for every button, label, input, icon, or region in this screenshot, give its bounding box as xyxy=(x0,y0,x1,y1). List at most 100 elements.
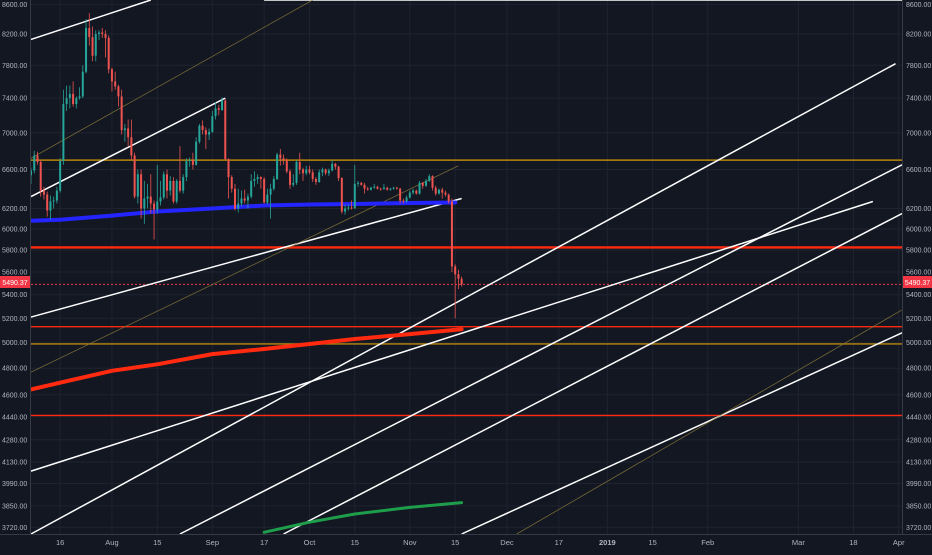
x-tick-label: Sep xyxy=(206,538,219,547)
channel-line[interactable] xyxy=(30,0,152,41)
candle-body xyxy=(169,180,172,191)
left-price-axis[interactable]: 8600.00 8200.00 7800.00 7400.00 7000.00 6600.… xyxy=(2,2,27,532)
candle-body xyxy=(321,169,324,173)
x-tick-label: 18 xyxy=(849,538,857,547)
y-tick-label-left: 3720.00 xyxy=(2,525,27,532)
candle-body xyxy=(201,125,204,131)
candle-body xyxy=(85,27,88,72)
candle-body xyxy=(62,104,65,162)
channel-line[interactable] xyxy=(30,200,874,472)
candle-body xyxy=(46,194,49,211)
x-tick-label: Nov xyxy=(403,538,417,547)
y-tick-label-right: 5000.00 xyxy=(906,340,931,347)
candle-body xyxy=(399,188,402,201)
candle-body xyxy=(52,200,55,202)
candle-body xyxy=(214,108,217,117)
channel-midline[interactable] xyxy=(30,0,313,159)
candle-body xyxy=(65,98,68,105)
y-tick-label-left: 5000.00 xyxy=(2,340,27,347)
right-axis-panel xyxy=(903,0,932,550)
candle-body xyxy=(272,179,275,189)
trend-channels[interactable] xyxy=(30,0,903,535)
candle-body xyxy=(75,98,78,105)
candle-body xyxy=(389,188,392,190)
candle-body xyxy=(363,184,366,189)
x-tick-label: 15 xyxy=(351,538,359,547)
candle-body xyxy=(431,176,434,188)
candle-body xyxy=(340,178,343,212)
candle-body xyxy=(301,169,304,174)
x-tick-label: 16 xyxy=(56,538,64,547)
candle-body xyxy=(314,179,317,182)
y-tick-label-left: 6000.00 xyxy=(2,226,27,233)
candle-body xyxy=(78,96,81,99)
candle-body xyxy=(156,201,159,210)
candle-body xyxy=(337,166,340,179)
candle-body xyxy=(418,182,421,194)
candle-body xyxy=(162,174,165,198)
channel-line[interactable] xyxy=(30,97,226,198)
candle-body xyxy=(165,174,168,191)
candle-body xyxy=(136,174,139,197)
candle-body xyxy=(33,155,36,171)
candle-body xyxy=(188,160,191,162)
candle-body xyxy=(298,161,301,170)
y-tick-label-right: 7000.00 xyxy=(906,130,931,137)
candles xyxy=(29,13,463,319)
candle-body xyxy=(149,196,152,204)
time-axis[interactable]: 16 Aug 15 Sep 17 Oct 15 Nov 15 Dec 17 2019 15 Feb Mar 1… xyxy=(56,538,905,547)
candle-body xyxy=(405,197,408,202)
y-tick-label-right: 4440.00 xyxy=(906,414,931,421)
candle-body xyxy=(130,137,133,156)
candle-body xyxy=(36,155,39,162)
last-price-label-left: 5490.37 xyxy=(2,280,27,287)
candle-body xyxy=(185,161,188,178)
y-tick-label-left: 4130.00 xyxy=(2,460,27,467)
candle-body xyxy=(305,169,308,174)
candle-body xyxy=(123,128,126,131)
y-tick-label-right: 6000.00 xyxy=(906,226,931,233)
last-price-marker-left: 5490.37 xyxy=(0,276,30,288)
horizontal-levels[interactable] xyxy=(31,159,902,417)
candle-body xyxy=(441,189,444,193)
candle-body xyxy=(120,96,123,131)
candle-body xyxy=(386,187,389,190)
channel-line[interactable] xyxy=(283,212,903,535)
candle-body xyxy=(392,187,395,189)
x-tick-label: 2019 xyxy=(599,538,616,547)
y-tick-label-left: 5400.00 xyxy=(2,292,27,299)
moving-average-line xyxy=(262,501,464,534)
y-tick-label-left: 5600.00 xyxy=(2,270,27,277)
channel-line[interactable] xyxy=(461,332,903,535)
candle-body xyxy=(101,32,104,35)
candle-body xyxy=(324,169,327,174)
candle-body xyxy=(237,203,240,209)
candle-body xyxy=(221,100,224,111)
channel-midline[interactable] xyxy=(30,165,459,373)
y-tick-label-right: 7800.00 xyxy=(906,63,931,70)
x-tick-label: Aug xyxy=(105,538,118,547)
candle-body xyxy=(259,177,262,180)
y-tick-label-left: 3850.00 xyxy=(2,503,27,510)
candle-body xyxy=(460,278,463,285)
y-tick-label-right: 5400.00 xyxy=(906,292,931,299)
channel-midline[interactable] xyxy=(516,309,903,535)
candle-body xyxy=(350,207,353,209)
channel-line[interactable] xyxy=(179,164,903,535)
candle-body xyxy=(347,207,350,209)
candle-body xyxy=(175,180,178,202)
candle-body xyxy=(211,116,214,132)
right-price-axis[interactable]: 8600.00 8200.00 7800.00 7400.00 7000.00 6600.… xyxy=(906,2,931,532)
candle-body xyxy=(379,188,382,190)
channel-line[interactable] xyxy=(30,63,896,535)
candle-body xyxy=(133,155,136,197)
y-tick-label-left: 8200.00 xyxy=(2,32,27,39)
candle-body xyxy=(146,196,149,199)
candle-body xyxy=(292,182,295,185)
candle-body xyxy=(68,93,71,99)
candle-body xyxy=(107,37,110,70)
channel-line[interactable] xyxy=(30,197,462,318)
